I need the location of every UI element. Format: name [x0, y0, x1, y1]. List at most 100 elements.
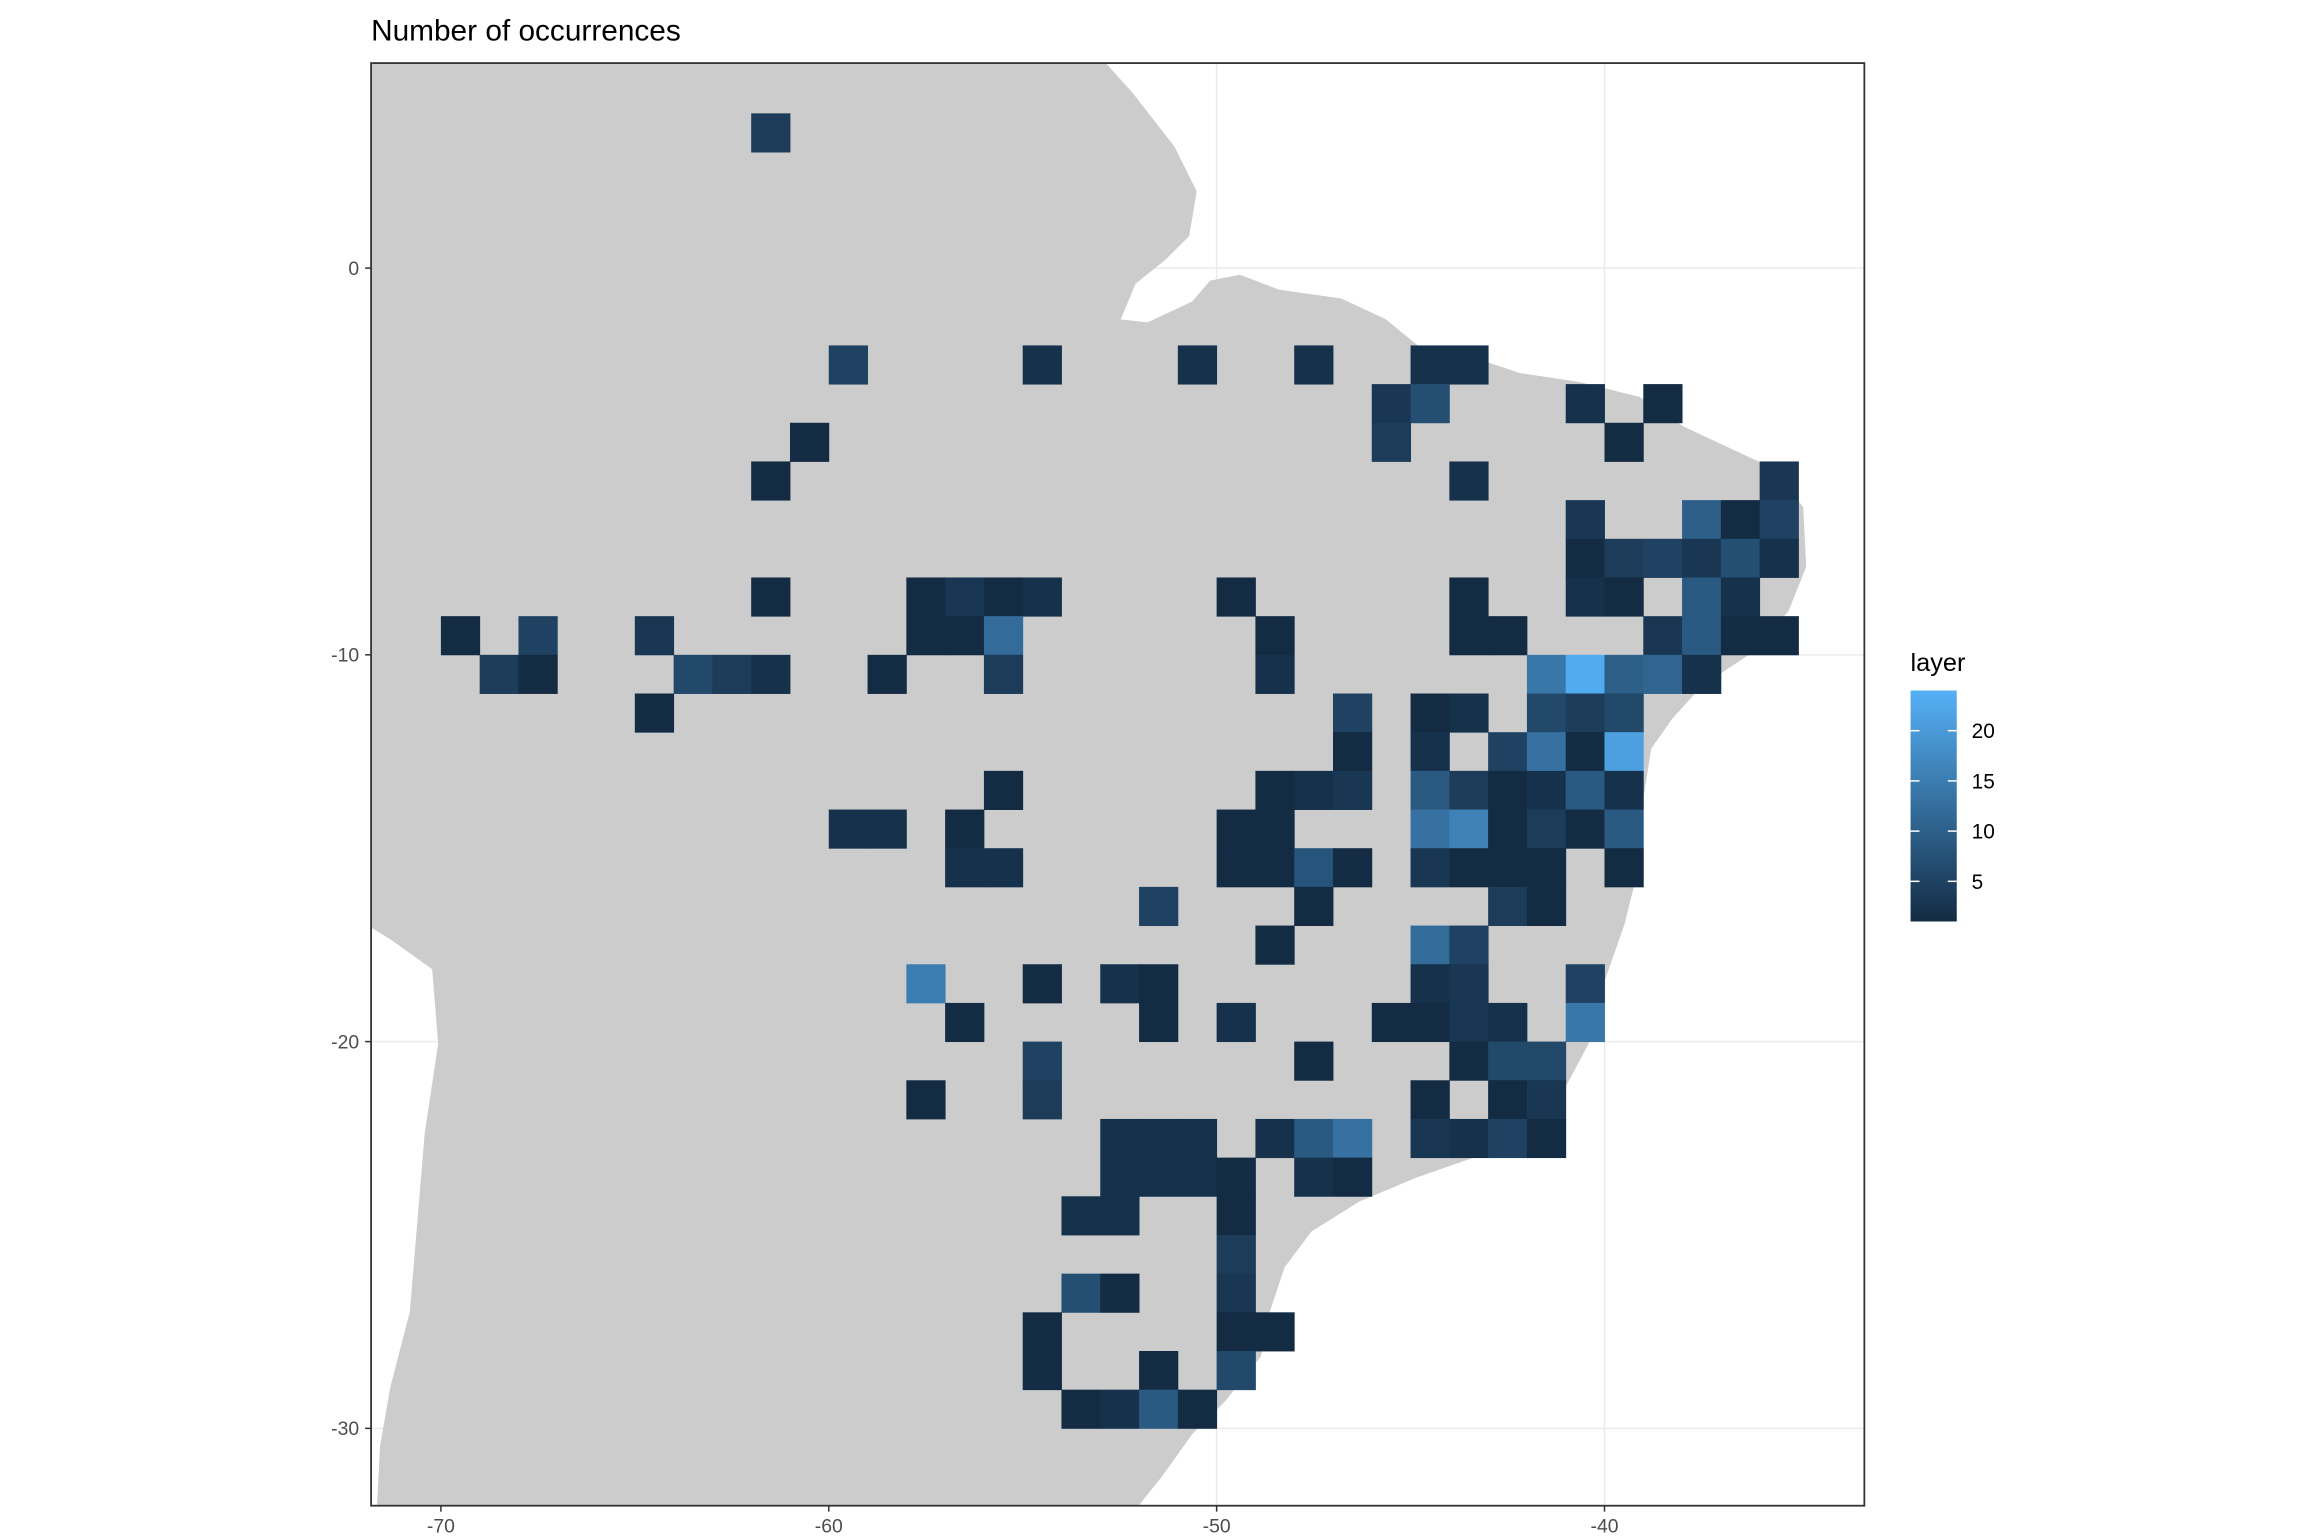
legend-title: layer [1911, 649, 1966, 677]
cell [1022, 1350, 1062, 1391]
cell [1720, 616, 1761, 656]
cell [1371, 384, 1412, 424]
cell [1061, 1196, 1101, 1236]
cell [1139, 1350, 1179, 1391]
cell [1410, 848, 1450, 888]
axes: -70 -60 -50 -40 0 -10 -20 -30 [331, 258, 1619, 1536]
cell [1294, 848, 1334, 888]
cell [1682, 654, 1722, 694]
chart-title: Number of occurrences [371, 15, 681, 48]
cell [751, 577, 791, 617]
cell [1371, 1002, 1412, 1043]
cell [1332, 1118, 1373, 1159]
cell [751, 461, 791, 501]
cell [1449, 770, 1489, 810]
x-tick-label: -70 [427, 1516, 455, 1536]
cell [789, 422, 830, 462]
cell [1294, 1157, 1334, 1197]
cell [1255, 848, 1295, 888]
cell [1294, 1041, 1334, 1081]
cell [983, 616, 1024, 656]
cell [1139, 1002, 1179, 1043]
cell [945, 1002, 985, 1043]
cell [867, 654, 907, 694]
cell [1488, 1118, 1528, 1159]
cell [1449, 964, 1489, 1004]
cell [1488, 1041, 1528, 1081]
cell [1294, 770, 1334, 810]
cell [1604, 422, 1644, 462]
cell [1565, 654, 1605, 694]
cell [1255, 616, 1295, 656]
cell [1449, 925, 1489, 965]
cell [1565, 1002, 1605, 1043]
cell [1565, 538, 1605, 578]
cell [1022, 1041, 1062, 1081]
cell [1294, 886, 1334, 927]
cell [1759, 461, 1799, 501]
y-tick-label: -30 [331, 1418, 359, 1440]
cell [1449, 616, 1489, 656]
cell [1332, 1157, 1373, 1197]
cell [1759, 616, 1799, 656]
cell [1604, 848, 1644, 888]
cell [906, 1080, 946, 1120]
cell [673, 654, 713, 694]
cell [1100, 1118, 1140, 1159]
cell [1332, 770, 1373, 810]
cell [1488, 848, 1528, 888]
cell [1526, 770, 1567, 810]
cell [1255, 654, 1295, 694]
cell [1565, 500, 1605, 540]
cell [1643, 616, 1683, 656]
cell [1100, 1273, 1140, 1313]
cell [751, 654, 791, 694]
cell [1216, 577, 1256, 617]
cell [1526, 693, 1567, 733]
cell [1410, 384, 1450, 424]
cell [1100, 1389, 1140, 1429]
cell [1604, 770, 1644, 810]
cell [1216, 1157, 1256, 1197]
cell [1565, 577, 1605, 617]
cell [1294, 345, 1334, 385]
cell [634, 616, 675, 656]
cell [1488, 1002, 1528, 1043]
cell [1449, 1002, 1489, 1043]
cell [1022, 577, 1062, 617]
cell [1216, 809, 1256, 849]
cell [1216, 1312, 1256, 1352]
cell [1255, 1312, 1295, 1352]
cell [1410, 809, 1450, 849]
cell [867, 809, 907, 849]
cell [1255, 925, 1295, 965]
cell [1720, 500, 1761, 540]
cell [906, 616, 946, 656]
cell [1255, 809, 1295, 849]
cell [1216, 1350, 1256, 1391]
cell [518, 654, 558, 694]
cell [1332, 693, 1373, 733]
cell [945, 577, 985, 617]
cell [712, 654, 752, 694]
cell [1604, 732, 1644, 772]
cell [1255, 770, 1295, 810]
cell [1720, 577, 1761, 617]
cell [1604, 693, 1644, 733]
cell [1139, 886, 1179, 927]
cell [1488, 886, 1528, 927]
cell [1682, 538, 1722, 578]
cell [1449, 848, 1489, 888]
x-tick-label: -50 [1203, 1516, 1231, 1536]
cell [479, 654, 519, 694]
cell [1139, 964, 1179, 1004]
legend: layer 5 10 15 20 [1910, 649, 1995, 922]
cell [1139, 1118, 1179, 1159]
cell [1177, 1389, 1218, 1429]
cell [1410, 1080, 1450, 1120]
cell [1526, 1118, 1567, 1159]
cell [1643, 654, 1683, 694]
cell [1643, 384, 1683, 424]
cell [1759, 538, 1799, 578]
